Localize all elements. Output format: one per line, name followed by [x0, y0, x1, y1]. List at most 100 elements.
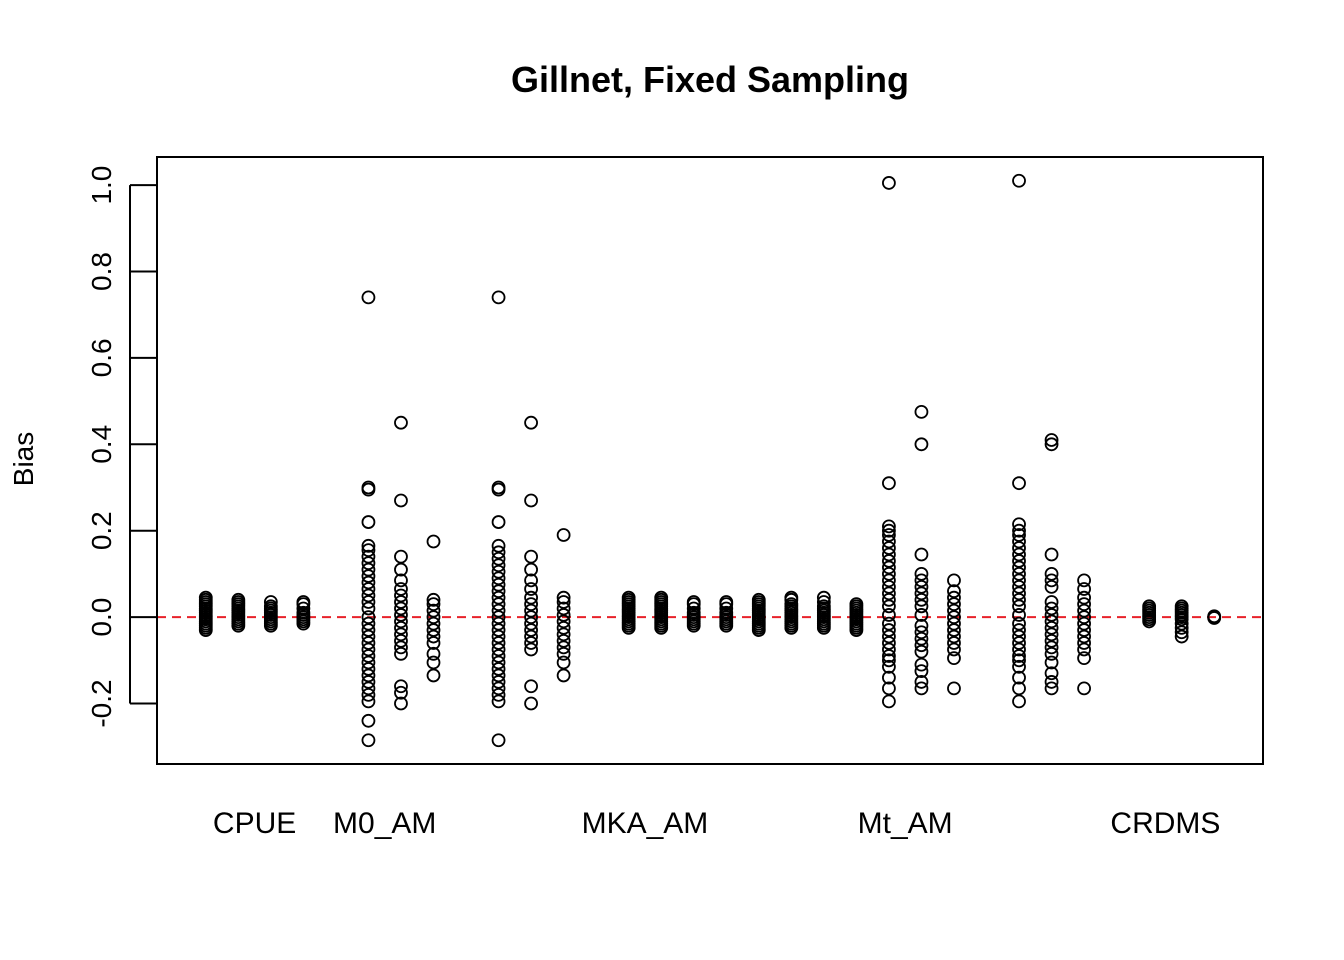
data-point	[491, 687, 506, 702]
data-point	[491, 681, 506, 696]
data-point	[524, 629, 538, 644]
data-point	[556, 601, 571, 616]
data-point	[524, 590, 538, 605]
data-point	[491, 597, 506, 612]
data-point	[947, 681, 961, 696]
data-point	[491, 545, 506, 560]
data-point	[1012, 586, 1026, 601]
data-point	[1142, 599, 1157, 614]
x-tick-label: CPUE	[213, 807, 296, 840]
data-point	[882, 476, 896, 491]
data-point	[491, 694, 506, 709]
data-point	[784, 597, 799, 612]
data-point	[1012, 173, 1026, 188]
data-point	[556, 528, 571, 542]
data-point	[621, 590, 636, 605]
data-point	[882, 681, 896, 696]
data-point	[1174, 599, 1189, 614]
data-point	[394, 679, 408, 694]
data-point	[361, 655, 376, 670]
data-point	[394, 621, 408, 635]
data-point	[1044, 437, 1059, 452]
data-point	[231, 592, 246, 607]
data-point	[394, 588, 408, 603]
data-point	[296, 601, 311, 616]
data-point	[914, 547, 929, 562]
data-point	[947, 590, 961, 605]
data-point	[914, 681, 929, 696]
data-point	[426, 616, 441, 631]
data-point	[1012, 599, 1026, 614]
y-axis-label: Bias	[8, 432, 39, 486]
data-point	[1174, 621, 1189, 635]
data-point	[491, 564, 506, 579]
data-point	[1012, 547, 1026, 562]
data-point	[947, 636, 961, 650]
data-point	[491, 655, 506, 670]
data-point	[914, 644, 929, 659]
data-point	[914, 567, 929, 581]
data-point	[361, 515, 376, 529]
data-point	[1012, 681, 1026, 696]
data-point	[1174, 625, 1189, 640]
data-point	[947, 603, 961, 618]
data-point	[524, 582, 538, 596]
data-point	[426, 629, 441, 644]
data-point	[1044, 579, 1059, 594]
data-point	[849, 597, 864, 612]
data-point	[524, 610, 538, 625]
data-point	[361, 480, 376, 495]
data-point	[914, 638, 929, 653]
data-point	[361, 556, 376, 571]
x-axis-labels: CPUE M0_AM MKA_AM Mt_AM CRDMS	[213, 807, 1221, 840]
data-point	[947, 610, 961, 625]
data-point	[524, 493, 538, 508]
data-point	[491, 733, 506, 748]
data-point	[1012, 616, 1026, 631]
data-point	[556, 621, 571, 635]
data-point	[361, 668, 376, 683]
data-point	[361, 575, 376, 590]
data-point	[1044, 614, 1059, 629]
data-point	[914, 437, 929, 452]
data-point	[914, 599, 929, 614]
data-point	[491, 558, 506, 573]
data-point	[524, 603, 538, 618]
data-point	[296, 605, 311, 620]
data-point	[394, 493, 408, 508]
data-point	[524, 623, 538, 637]
data-point	[1012, 623, 1026, 637]
data-point	[1077, 573, 1091, 588]
data-point	[1012, 649, 1026, 663]
data-point	[524, 679, 538, 694]
data-point	[426, 597, 441, 612]
data-point	[1012, 534, 1026, 549]
data-point	[394, 601, 408, 616]
y-tick-label: -0.2	[86, 679, 117, 727]
y-tick-label: 0.2	[86, 511, 117, 550]
data-point	[882, 534, 896, 549]
data-point	[426, 610, 441, 625]
data-point	[394, 573, 408, 588]
data-point	[394, 646, 408, 661]
data-point	[491, 590, 506, 605]
data-point	[491, 610, 506, 625]
data-point	[1044, 547, 1059, 562]
data-point	[882, 636, 896, 650]
y-tick-label: 0.4	[86, 425, 117, 464]
data-point	[491, 538, 506, 553]
data-point	[361, 687, 376, 702]
data-point	[394, 608, 408, 622]
data-point	[524, 696, 538, 711]
data-point	[491, 290, 506, 305]
data-point	[394, 640, 408, 655]
data-point	[361, 636, 376, 650]
y-tick-label: 0.6	[86, 338, 117, 377]
data-point	[1077, 642, 1091, 657]
data-point	[361, 733, 376, 748]
y-tick-label: 1.0	[86, 166, 117, 205]
data-point	[394, 614, 408, 629]
data-point	[426, 623, 441, 637]
data-point	[394, 627, 408, 642]
